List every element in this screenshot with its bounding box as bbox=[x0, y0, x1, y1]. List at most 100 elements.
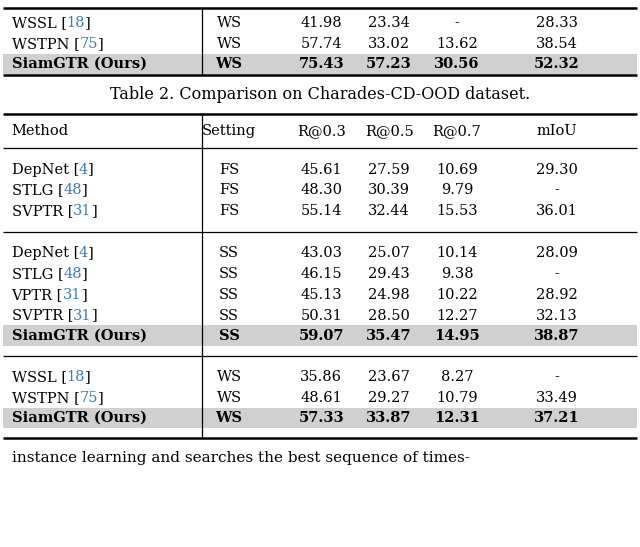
Text: 75: 75 bbox=[79, 391, 98, 405]
Text: 23.34: 23.34 bbox=[368, 16, 410, 30]
Text: 43.03: 43.03 bbox=[300, 246, 342, 260]
Text: 48: 48 bbox=[63, 183, 82, 197]
Text: FS: FS bbox=[219, 183, 239, 197]
Text: R@0.5: R@0.5 bbox=[365, 124, 413, 138]
Text: 31: 31 bbox=[73, 204, 92, 218]
Text: 29.30: 29.30 bbox=[536, 162, 578, 177]
Text: 33.87: 33.87 bbox=[366, 411, 412, 425]
Text: WS: WS bbox=[216, 391, 242, 405]
Text: 57.23: 57.23 bbox=[366, 57, 412, 71]
Text: 30.39: 30.39 bbox=[368, 183, 410, 197]
Text: ]: ] bbox=[85, 16, 91, 30]
Text: SVPTR [: SVPTR [ bbox=[12, 309, 73, 323]
Text: FS: FS bbox=[219, 162, 239, 177]
Text: 48.30: 48.30 bbox=[300, 183, 342, 197]
Text: ]: ] bbox=[98, 37, 104, 51]
Text: WSTPN [: WSTPN [ bbox=[12, 391, 79, 405]
Text: 33.02: 33.02 bbox=[368, 37, 410, 51]
Text: -: - bbox=[554, 267, 559, 281]
Text: 35.86: 35.86 bbox=[300, 370, 342, 384]
Text: SiamGTR (Ours): SiamGTR (Ours) bbox=[12, 57, 147, 71]
Text: 4: 4 bbox=[79, 162, 88, 177]
Text: 8.27: 8.27 bbox=[441, 370, 473, 384]
Text: 57.33: 57.33 bbox=[298, 411, 344, 425]
Text: DepNet [: DepNet [ bbox=[12, 246, 79, 260]
Text: 13.62: 13.62 bbox=[436, 37, 478, 51]
Text: 45.13: 45.13 bbox=[300, 288, 342, 302]
Text: WS: WS bbox=[216, 411, 243, 425]
Text: 30.56: 30.56 bbox=[434, 57, 480, 71]
Text: 75: 75 bbox=[79, 37, 98, 51]
Text: 46.15: 46.15 bbox=[300, 267, 342, 281]
Text: 45.61: 45.61 bbox=[300, 162, 342, 177]
Text: WS: WS bbox=[216, 370, 242, 384]
Text: Method: Method bbox=[12, 124, 68, 138]
Text: DepNet [: DepNet [ bbox=[12, 162, 79, 177]
Text: 10.79: 10.79 bbox=[436, 391, 478, 405]
Bar bbox=[3, 325, 637, 346]
Text: 36.01: 36.01 bbox=[536, 204, 578, 218]
Text: 10.69: 10.69 bbox=[436, 162, 478, 177]
Text: SVPTR [: SVPTR [ bbox=[12, 204, 73, 218]
Text: 28.92: 28.92 bbox=[536, 288, 578, 302]
Text: 52.32: 52.32 bbox=[534, 57, 580, 71]
Text: R@0.7: R@0.7 bbox=[433, 124, 481, 138]
Text: 59.07: 59.07 bbox=[298, 329, 344, 343]
Text: 10.22: 10.22 bbox=[436, 288, 478, 302]
Text: instance learning and searches the best sequence of times-: instance learning and searches the best … bbox=[12, 451, 469, 465]
Text: 48.61: 48.61 bbox=[300, 391, 342, 405]
Text: WSTPN [: WSTPN [ bbox=[12, 37, 79, 51]
Text: ]: ] bbox=[82, 183, 88, 197]
Text: 15.53: 15.53 bbox=[436, 204, 478, 218]
Text: 24.98: 24.98 bbox=[368, 288, 410, 302]
Text: FS: FS bbox=[219, 204, 239, 218]
Text: ]: ] bbox=[85, 370, 91, 384]
Text: 75.43: 75.43 bbox=[298, 57, 344, 71]
Text: WSSL [: WSSL [ bbox=[12, 370, 67, 384]
Text: ]: ] bbox=[82, 267, 88, 281]
Text: 33.49: 33.49 bbox=[536, 391, 578, 405]
Text: 57.74: 57.74 bbox=[300, 37, 342, 51]
Text: 25.07: 25.07 bbox=[368, 246, 410, 260]
Text: SS: SS bbox=[219, 309, 239, 323]
Text: VPTR [: VPTR [ bbox=[12, 288, 63, 302]
Bar bbox=[3, 408, 637, 428]
Text: 38.54: 38.54 bbox=[536, 37, 578, 51]
Text: 31: 31 bbox=[73, 309, 92, 323]
Text: 35.47: 35.47 bbox=[366, 329, 412, 343]
Text: 12.31: 12.31 bbox=[434, 411, 480, 425]
Text: WSSL [: WSSL [ bbox=[12, 16, 67, 30]
Text: 48: 48 bbox=[63, 267, 82, 281]
Text: -: - bbox=[554, 183, 559, 197]
Text: -: - bbox=[554, 370, 559, 384]
Text: ]: ] bbox=[92, 204, 97, 218]
Text: ]: ] bbox=[88, 162, 94, 177]
Text: 37.21: 37.21 bbox=[534, 411, 580, 425]
Text: 28.50: 28.50 bbox=[368, 309, 410, 323]
Text: SiamGTR (Ours): SiamGTR (Ours) bbox=[12, 411, 147, 425]
Text: 28.09: 28.09 bbox=[536, 246, 578, 260]
Text: -: - bbox=[454, 16, 460, 30]
Text: SiamGTR (Ours): SiamGTR (Ours) bbox=[12, 329, 147, 343]
Text: SS: SS bbox=[219, 288, 239, 302]
Text: Setting: Setting bbox=[202, 124, 256, 138]
Text: 10.14: 10.14 bbox=[436, 246, 477, 260]
Text: SS: SS bbox=[219, 246, 239, 260]
Text: 27.59: 27.59 bbox=[368, 162, 410, 177]
Text: 31: 31 bbox=[63, 288, 81, 302]
Text: 14.95: 14.95 bbox=[434, 329, 480, 343]
Text: mIoU: mIoU bbox=[536, 124, 577, 138]
Text: WS: WS bbox=[216, 16, 242, 30]
Text: SS: SS bbox=[219, 329, 239, 343]
Text: WS: WS bbox=[216, 57, 243, 71]
Text: ]: ] bbox=[98, 391, 104, 405]
Text: 55.14: 55.14 bbox=[301, 204, 342, 218]
Text: Table 2. Comparison on Charades-CD-OOD dataset.: Table 2. Comparison on Charades-CD-OOD d… bbox=[110, 86, 530, 103]
Text: STLG [: STLG [ bbox=[12, 183, 63, 197]
Text: STLG [: STLG [ bbox=[12, 267, 63, 281]
Text: SS: SS bbox=[219, 267, 239, 281]
Text: 18: 18 bbox=[67, 16, 85, 30]
Text: 4: 4 bbox=[79, 246, 88, 260]
Text: WS: WS bbox=[216, 37, 242, 51]
Text: 9.38: 9.38 bbox=[441, 267, 473, 281]
